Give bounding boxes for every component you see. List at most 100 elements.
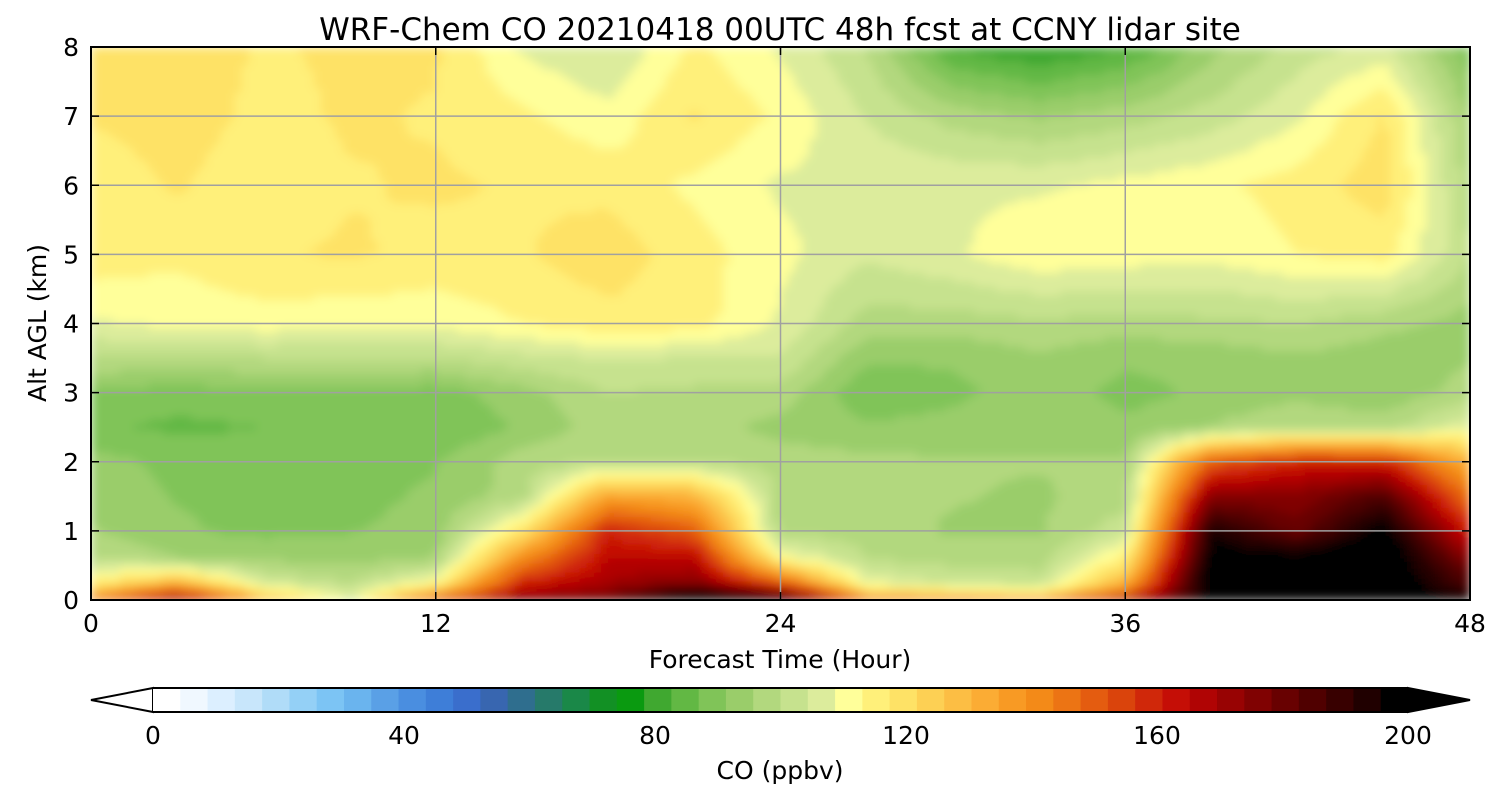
- heatmap-cell: [112, 47, 121, 53]
- heatmap-cell: [1182, 56, 1191, 62]
- heatmap-cell: [241, 129, 250, 136]
- heatmap-cell: [1074, 143, 1083, 149]
- heatmap-cell: [881, 120, 889, 126]
- heatmap-cell: [105, 116, 114, 122]
- heatmap-cell: [888, 125, 897, 131]
- heatmap-cell: [881, 65, 889, 71]
- heatmap-cell: [91, 70, 99, 76]
- heatmap-cell: [277, 102, 286, 108]
- heatmap-cell: [1247, 111, 1256, 117]
- heatmap-cell: [450, 60, 458, 67]
- heatmap-cell: [1153, 97, 1162, 103]
- heatmap-cell: [1369, 79, 1378, 85]
- heatmap-cell: [371, 102, 379, 108]
- heatmap-cell: [859, 93, 868, 99]
- heatmap-cell: [378, 129, 387, 136]
- heatmap-cell: [773, 111, 782, 117]
- heatmap-cell: [565, 102, 573, 108]
- heatmap-cell: [220, 129, 229, 136]
- heatmap-cell: [1376, 125, 1385, 131]
- heatmap-cell: [802, 162, 810, 168]
- heatmap-cell: [902, 143, 911, 149]
- heatmap-cell: [1132, 83, 1141, 90]
- heatmap-cell: [105, 83, 114, 90]
- heatmap-cell: [1419, 111, 1428, 117]
- heatmap-cell: [1283, 88, 1292, 94]
- heatmap-cell: [435, 125, 444, 131]
- heatmap-cell: [895, 88, 904, 94]
- heatmap-cell: [679, 120, 688, 126]
- heatmap-cell: [205, 47, 214, 53]
- heatmap-cell: [349, 120, 358, 126]
- heatmap-cell: [1247, 79, 1256, 85]
- heatmap-cell: [1132, 152, 1141, 159]
- heatmap-cell: [593, 51, 602, 57]
- heatmap-cell: [787, 60, 796, 67]
- heatmap-cell: [866, 125, 875, 131]
- heatmap-cell: [1082, 162, 1090, 168]
- heatmap-cell: [687, 102, 695, 108]
- heatmap-cell: [306, 143, 315, 149]
- heatmap-cell: [651, 65, 659, 71]
- heatmap-cell: [1448, 51, 1457, 57]
- heatmap-cell: [536, 93, 545, 99]
- heatmap-cell: [514, 60, 523, 67]
- heatmap-cell: [1017, 148, 1026, 154]
- heatmap-cell: [1261, 65, 1270, 71]
- heatmap-cell: [306, 93, 315, 99]
- heatmap-cell: [277, 106, 286, 113]
- heatmap-cell: [407, 51, 415, 57]
- heatmap-cell: [399, 60, 408, 67]
- heatmap-cell: [1340, 70, 1349, 76]
- heatmap-cell: [205, 148, 214, 154]
- heatmap-cell: [636, 148, 645, 154]
- heatmap-cell: [342, 134, 351, 140]
- heatmap-cell: [1369, 47, 1378, 53]
- heatmap-cell: [1448, 148, 1457, 154]
- heatmap-cell: [421, 139, 430, 145]
- heatmap-cell: [931, 93, 940, 99]
- heatmap-cell: [134, 74, 142, 80]
- heatmap-cell: [184, 74, 193, 80]
- heatmap-cell: [1089, 56, 1098, 62]
- heatmap-cell: [335, 152, 343, 159]
- heatmap-cell: [629, 157, 638, 163]
- heatmap-cell: [1333, 139, 1342, 145]
- heatmap-cell: [600, 97, 609, 103]
- heatmap-cell: [1383, 148, 1392, 154]
- heatmap-cell: [1448, 93, 1457, 99]
- heatmap-cell: [981, 106, 990, 113]
- heatmap-cell: [902, 111, 911, 117]
- heatmap-cell: [1419, 47, 1428, 53]
- heatmap-cell: [1067, 47, 1076, 53]
- heatmap-cell: [737, 74, 746, 80]
- heatmap-cell: [241, 74, 250, 80]
- heatmap-cell: [227, 60, 236, 67]
- heatmap-cell: [687, 51, 695, 57]
- heatmap-cell: [536, 51, 545, 57]
- heatmap-cell: [672, 60, 681, 67]
- heatmap-cell: [823, 102, 832, 108]
- heatmap-cell: [687, 88, 695, 94]
- heatmap-cell: [1067, 143, 1076, 149]
- heatmap-cell: [1247, 116, 1256, 122]
- heatmap-cell: [1118, 143, 1126, 149]
- heatmap-cell: [608, 134, 616, 140]
- heatmap-cell: [751, 162, 760, 168]
- heatmap-cell: [335, 79, 343, 85]
- heatmap-cell: [1132, 51, 1141, 57]
- heatmap-cell: [909, 93, 918, 99]
- heatmap-cell: [1290, 116, 1299, 122]
- heatmap-cell: [98, 111, 106, 117]
- heatmap-cell: [220, 65, 229, 71]
- heatmap-cell: [593, 162, 602, 168]
- heatmap-cell: [521, 143, 530, 149]
- heatmap-cell: [148, 79, 157, 85]
- heatmap-cell: [191, 162, 200, 168]
- heatmap-cell: [1276, 83, 1284, 90]
- heatmap-cell: [1074, 162, 1083, 168]
- heatmap-cell: [622, 152, 631, 159]
- heatmap-cell: [205, 56, 214, 62]
- heatmap-cell: [1268, 70, 1277, 76]
- heatmap-cell: [737, 51, 746, 57]
